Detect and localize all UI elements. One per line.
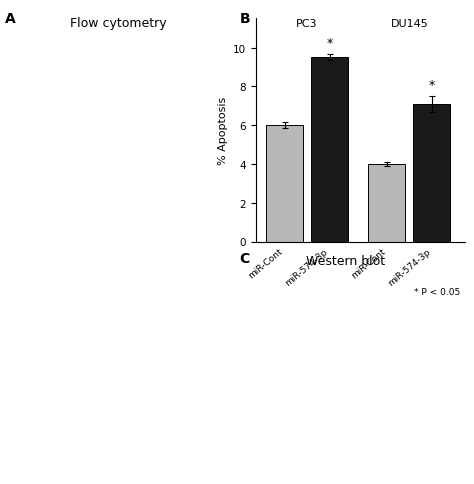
Text: C: C — [239, 252, 250, 266]
Y-axis label: % Apoptosis: % Apoptosis — [218, 97, 228, 165]
Text: *: * — [327, 37, 333, 50]
Text: PC3: PC3 — [296, 19, 318, 29]
Text: *: * — [428, 79, 435, 92]
Bar — [266, 126, 303, 242]
Bar — [311, 58, 348, 242]
Text: Western blot: Western blot — [307, 254, 385, 267]
Bar — [413, 105, 450, 242]
Text: B: B — [239, 12, 250, 26]
Text: DU145: DU145 — [391, 19, 428, 29]
Text: A: A — [5, 12, 16, 26]
Text: Flow cytometry: Flow cytometry — [70, 17, 167, 30]
Bar — [368, 165, 405, 242]
Text: * P < 0.05: * P < 0.05 — [414, 287, 460, 296]
